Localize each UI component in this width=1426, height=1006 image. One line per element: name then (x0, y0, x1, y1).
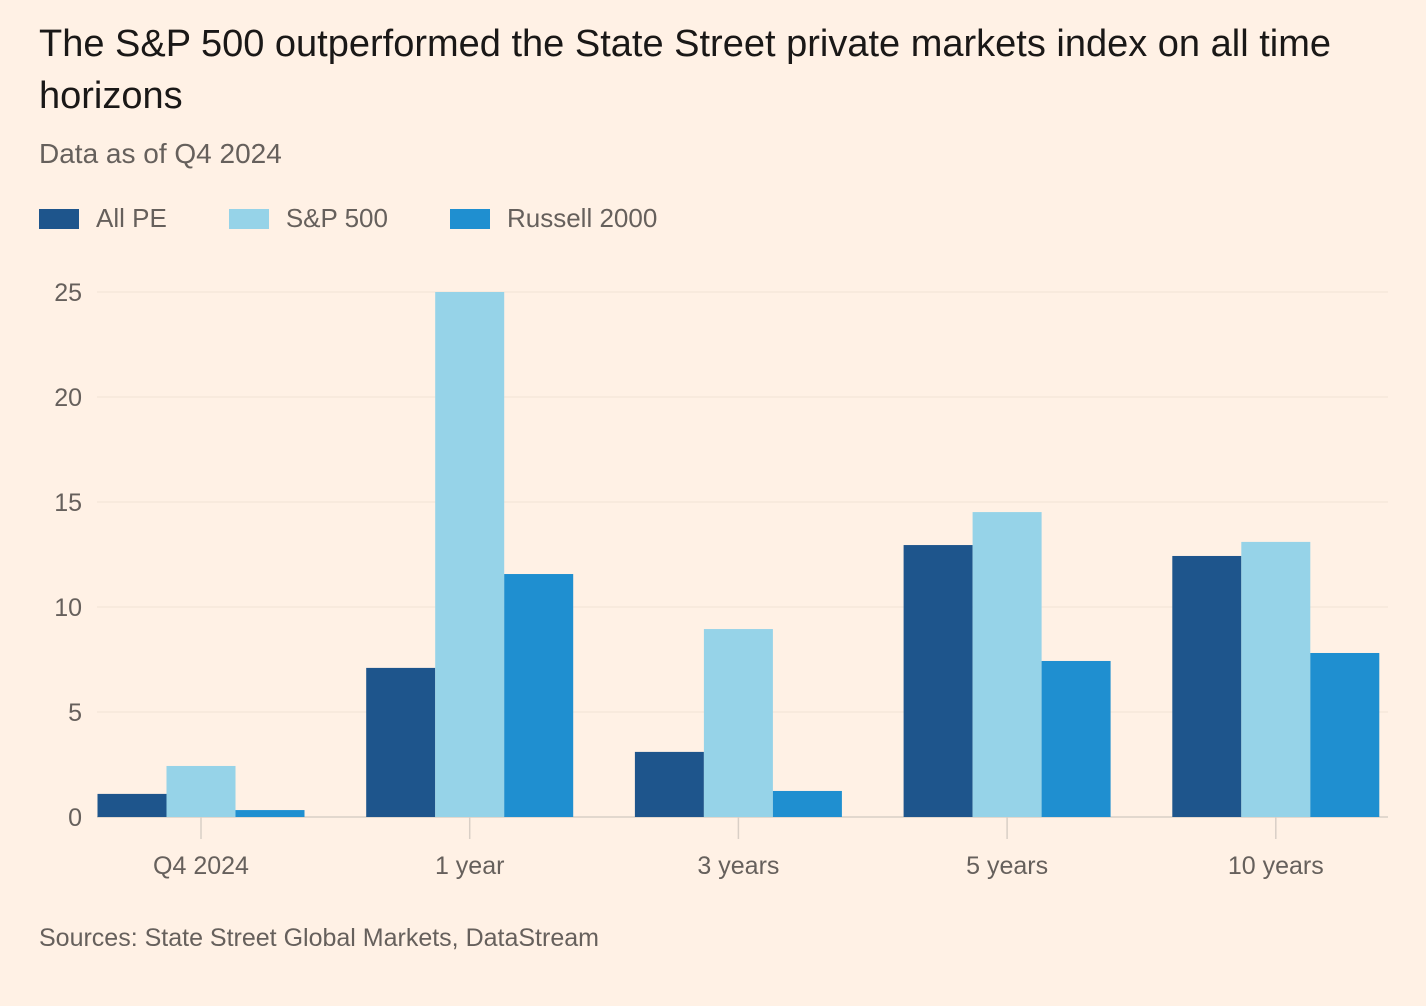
y-tick-label: 5 (68, 699, 82, 727)
bar-all-pe (366, 667, 436, 817)
y-tick-label: 20 (54, 384, 82, 412)
bar-all-pe (97, 793, 167, 817)
bar-s-p-500 (703, 629, 773, 817)
legend-label: All PE (96, 203, 167, 233)
x-tick-label: 3 years (697, 852, 779, 880)
legend-label: S&P 500 (285, 203, 388, 233)
chart-title: The S&P 500 outperformed the State Stree… (39, 23, 1331, 117)
x-tick-label: 10 years (1228, 852, 1324, 880)
bar-s-p-500 (972, 512, 1042, 817)
chart-subtitle: Data as of Q4 2024 (39, 138, 282, 169)
bar-s-p-500 (166, 765, 236, 817)
bar-all-pe (903, 545, 973, 817)
y-tick-label: 25 (54, 279, 82, 307)
bar-russell-2000 (504, 574, 574, 817)
legend-swatch (39, 208, 79, 229)
y-tick-label: 0 (68, 804, 82, 832)
bar-all-pe (1172, 555, 1242, 817)
bar-russell-2000 (772, 790, 842, 817)
legend: All PE S&P 500 Russell 2000 (39, 203, 719, 234)
bar-russell-2000 (235, 810, 305, 817)
legend-item-sp500: S&P 500 (228, 203, 388, 234)
bar-s-p-500 (1241, 541, 1311, 817)
bar-russell-2000 (1041, 660, 1111, 817)
bar-all-pe (634, 751, 704, 817)
x-tick-label: Q4 2024 (153, 852, 249, 880)
legend-swatch (228, 208, 269, 229)
legend-swatch (449, 208, 490, 229)
x-tick-label: 1 year (435, 852, 504, 880)
bar-russell-2000 (1310, 652, 1380, 817)
x-tick-label: 5 years (966, 852, 1048, 880)
y-tick-label: 10 (54, 594, 82, 622)
legend-item-all-pe: All PE (39, 203, 167, 234)
y-tick-label: 15 (54, 489, 82, 517)
bar-s-p-500 (435, 292, 505, 817)
source-note: Sources: State Street Global Markets, Da… (39, 924, 599, 952)
legend-label: Russell 2000 (506, 203, 658, 233)
legend-item-russell-2000: Russell 2000 (449, 203, 658, 234)
